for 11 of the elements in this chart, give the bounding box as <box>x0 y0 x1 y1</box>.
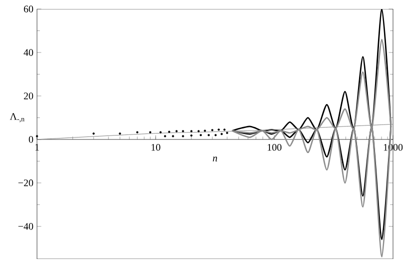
y-tick-label: 40 <box>24 49 34 56</box>
y-tick-label: −40 <box>18 223 34 230</box>
y-tick-label: 20 <box>24 92 34 100</box>
x-tick-label: 1 <box>35 144 39 151</box>
y-axis-title: Λ$_{-,n}$ <box>10 113 24 122</box>
y-tick-label: 60 <box>24 6 34 12</box>
y-tick-label: 0 <box>28 136 34 143</box>
x-tick-label: 100 <box>268 144 282 151</box>
x-tick-label: 10 <box>152 144 160 151</box>
x-axis-title: n <box>212 156 218 162</box>
y-tick-label: −20 <box>18 180 34 186</box>
